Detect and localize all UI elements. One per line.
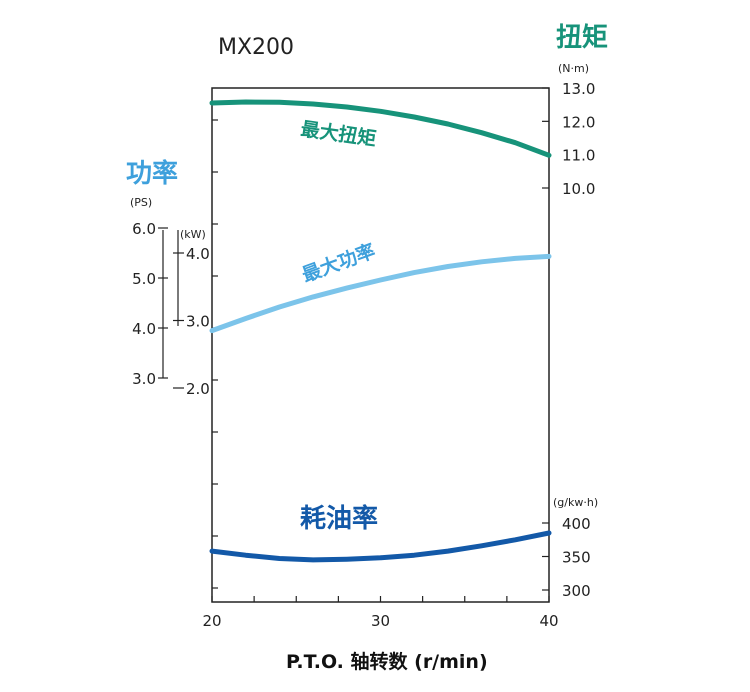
fuel-tick-label: 400	[562, 515, 591, 533]
x-axis-label: P.T.O. 轴转数 (r/min)	[286, 650, 488, 673]
torque-axis-unit: (N·m)	[558, 62, 589, 75]
ps-tick-label: 5.0	[132, 270, 156, 288]
series-line-0	[209, 99, 552, 158]
ps-tick-label: 3.0	[132, 370, 156, 388]
plot-frame	[211, 87, 550, 603]
x-tick-label: 40	[539, 612, 558, 630]
series-label-1: 最大功率	[299, 239, 378, 287]
series-line-1	[209, 253, 552, 334]
x-tick-label: 30	[371, 612, 390, 630]
torque-tick-label: 10.0	[562, 180, 595, 198]
fuel-tick-label: 300	[562, 582, 591, 600]
series-label-0: 最大扭矩	[299, 117, 377, 150]
ps-tick-label: 6.0	[132, 220, 156, 238]
power-kw-unit: (kW)	[180, 228, 206, 241]
series-label-2: 耗油率	[300, 503, 378, 534]
chart-title: MX200	[218, 35, 294, 60]
kw-tick-label: 4.0	[186, 245, 210, 263]
fuel-axis-unit: (g/kw·h)	[553, 496, 598, 509]
kw-tick-label: 3.0	[186, 313, 210, 331]
power-ps-unit: (PS)	[130, 196, 152, 209]
power-axis-title: 功率	[126, 158, 178, 189]
series-line-2	[209, 530, 552, 563]
fuel-tick-label: 350	[562, 549, 591, 567]
ps-tick-label: 4.0	[132, 320, 156, 338]
x-tick-label: 20	[202, 612, 221, 630]
torque-tick-label: 13.0	[562, 80, 595, 98]
torque-axis-title: 扭矩	[556, 23, 608, 53]
torque-tick-label: 11.0	[562, 147, 595, 165]
torque-tick-label: 12.0	[562, 113, 595, 131]
kw-tick-label: 2.0	[186, 380, 210, 398]
